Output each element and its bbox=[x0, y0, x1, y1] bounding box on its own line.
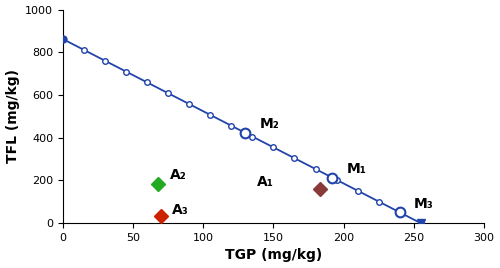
Text: A₃: A₃ bbox=[172, 203, 189, 217]
Text: M₁: M₁ bbox=[346, 162, 366, 176]
Text: A₂: A₂ bbox=[170, 168, 186, 181]
X-axis label: TGP (mg/kg): TGP (mg/kg) bbox=[225, 248, 322, 262]
Text: A₁: A₁ bbox=[256, 175, 274, 189]
Text: M₂: M₂ bbox=[260, 117, 279, 131]
Y-axis label: TFL (mg/kg): TFL (mg/kg) bbox=[6, 69, 20, 163]
Text: M₃: M₃ bbox=[414, 198, 434, 211]
